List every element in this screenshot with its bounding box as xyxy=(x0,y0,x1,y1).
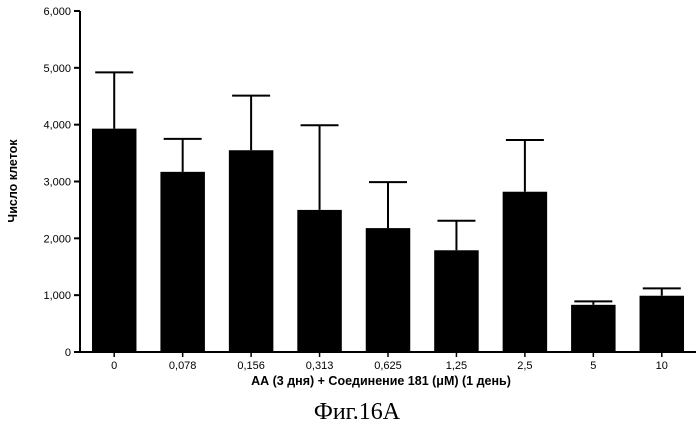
y-axis-label: Число клеток xyxy=(6,139,20,223)
y-tick-label: 0 xyxy=(65,347,71,359)
x-tick-label: 2,5 xyxy=(517,360,532,372)
x-axis: 0 0,078 0,156 0,313 0,625 1,25 2,5 5 10 xyxy=(80,351,696,372)
x-tick-label: 5 xyxy=(590,360,596,372)
figure-caption: Фиг.16А xyxy=(314,399,401,425)
bar xyxy=(365,228,411,352)
y-tick-label: 3,000 xyxy=(43,177,71,189)
bar xyxy=(91,128,137,352)
x-tick-label: 0 xyxy=(111,360,117,372)
bars xyxy=(91,128,685,352)
bar xyxy=(502,191,548,352)
bar xyxy=(639,295,685,352)
x-tick-label: 0,156 xyxy=(237,360,265,372)
x-tick-label: 1,25 xyxy=(446,360,467,372)
y-tick-label: 4,000 xyxy=(43,120,71,132)
bar xyxy=(228,150,274,352)
y-tick-label: 2,000 xyxy=(43,233,71,245)
bar xyxy=(434,250,479,352)
bar xyxy=(571,304,616,352)
bar xyxy=(160,171,205,352)
x-tick-label: 0,625 xyxy=(374,360,402,372)
y-tick-label: 6,000 xyxy=(43,6,71,18)
y-tick-label: 5,000 xyxy=(43,63,71,75)
x-tick-label: 0,078 xyxy=(169,360,197,372)
y-tick-label: 1,000 xyxy=(43,290,71,302)
y-axis: 0 1,000 2,000 3,000 4,000 5,000 6,000 xyxy=(43,6,81,359)
bar xyxy=(297,209,342,352)
x-tick-label: 0,313 xyxy=(306,360,334,372)
error-bars xyxy=(95,71,681,305)
x-axis-label: АА (3 дня) + Соединение 181 (μМ) (1 день… xyxy=(251,374,511,388)
x-tick-label: 10 xyxy=(656,360,668,372)
